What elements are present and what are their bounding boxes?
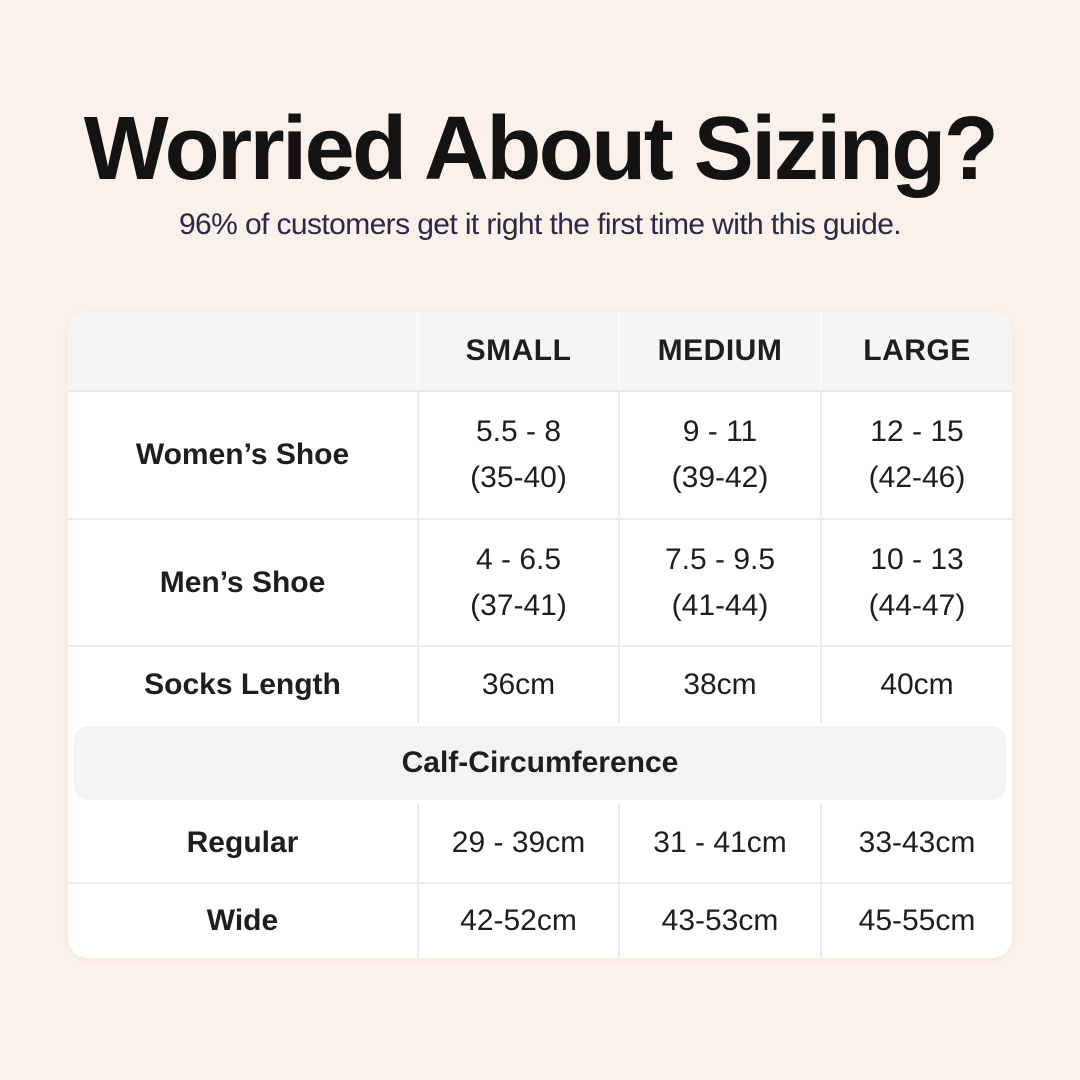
cell-mens-small: 4 - 6.5 (37-41): [417, 520, 618, 645]
cell-line: 7.5 - 9.5: [664, 542, 776, 576]
cell-regular-small: 29 - 39cm: [417, 803, 618, 882]
cell-line: 10 - 13: [870, 542, 964, 576]
cell-regular-large: 33-43cm: [820, 803, 1012, 882]
cell-line: 12 - 15: [870, 415, 964, 448]
row-label: Wide: [206, 904, 279, 937]
cell-line: (35-40): [470, 461, 567, 494]
cell-womens-large: 12 - 15 (42-46): [820, 392, 1012, 518]
cell-regular-medium: 31 - 41cm: [618, 803, 820, 882]
cell-socks-large: 40cm: [820, 647, 1012, 723]
cell-line: (37-41): [470, 588, 567, 622]
table-row-mens-shoe: Men’s Shoe 4 - 6.5 (37-41) 7.5 - 9.5 (41…: [68, 518, 1012, 645]
table-header-row: SMALL MEDIUM LARGE: [68, 312, 1012, 390]
cell-socks-small: 36cm: [417, 647, 618, 723]
cell-line: (39-42): [671, 461, 769, 494]
cell-line: 4 - 6.5: [475, 542, 562, 576]
cell-wide-small: 42-52cm: [417, 884, 618, 958]
cell-socks-medium: 38cm: [618, 647, 820, 723]
table-row-socks-length: Socks Length 36cm 38cm 40cm: [68, 645, 1012, 723]
table-row-womens-shoe: Women’s Shoe 5.5 - 8 (35-40) 9 - 11 (39-…: [68, 390, 1012, 518]
section-header-label: Calf-Circumference: [74, 726, 1006, 800]
size-table: SMALL MEDIUM LARGE Women’s Shoe 5.5 - 8 …: [68, 312, 1012, 958]
row-label: Socks Length: [144, 668, 341, 701]
cell-womens-small: 5.5 - 8 (35-40): [417, 392, 618, 518]
cell-mens-large: 10 - 13 (44-47): [820, 520, 1012, 645]
corner-cell: [68, 312, 417, 390]
page-subtitle: 96% of customers get it right the first …: [178, 208, 902, 241]
cell-line: 5.5 - 8: [475, 415, 562, 448]
calf-circumference-section: Calf-Circumference: [68, 723, 1012, 803]
cell-wide-large: 45-55cm: [820, 884, 1012, 958]
row-label: Men’s Shoe: [159, 565, 326, 599]
column-header-medium: MEDIUM: [618, 312, 820, 390]
cell-line: (41-44): [671, 588, 769, 622]
column-header-large: LARGE: [820, 312, 1012, 390]
table-row-wide: Wide 42-52cm 43-53cm 45-55cm: [68, 882, 1012, 958]
cell-womens-medium: 9 - 11 (39-42): [618, 392, 820, 518]
cell-line: 9 - 11: [682, 415, 758, 448]
cell-mens-medium: 7.5 - 9.5 (41-44): [618, 520, 820, 645]
cell-wide-medium: 43-53cm: [618, 884, 820, 958]
cell-line: (42-46): [868, 461, 966, 494]
row-label: Women’s Shoe: [135, 438, 350, 471]
row-label: Regular: [186, 825, 299, 859]
page-title: Worried About Sizing?: [83, 99, 999, 199]
cell-line: (44-47): [868, 588, 966, 622]
column-header-small: SMALL: [417, 312, 618, 390]
table-row-regular: Regular 29 - 39cm 31 - 41cm 33-43cm: [68, 803, 1012, 882]
